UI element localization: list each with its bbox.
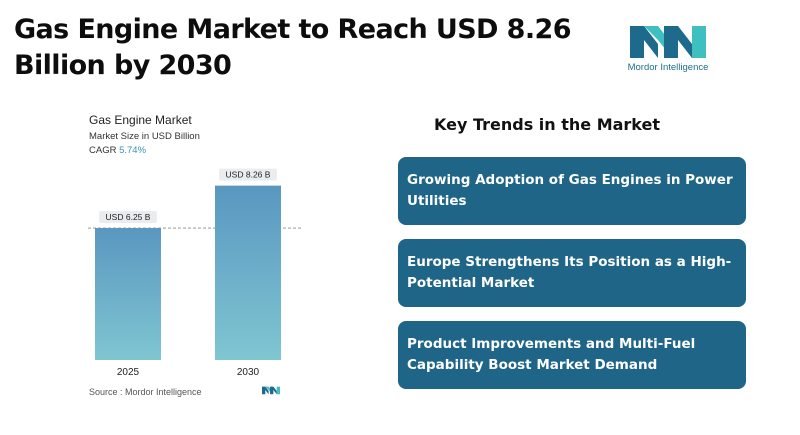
- trend-card: Growing Adoption of Gas Engines in Power…: [398, 157, 746, 225]
- data-label: USD 6.25 B: [106, 212, 151, 222]
- brand-logo: Mordor Intelligence: [613, 22, 723, 76]
- cagr-label: CAGR: [89, 145, 117, 156]
- trend-card: Europe Strengthens Its Position as a Hig…: [398, 239, 746, 307]
- bar-2030: [215, 185, 281, 360]
- source-note: Source : Mordor Intelligence: [89, 387, 202, 397]
- chart-subtitle: Market Size in USD Billion: [89, 131, 200, 142]
- chart-title: Gas Engine Market: [89, 113, 192, 127]
- cagr-value: 5.74%: [119, 145, 147, 156]
- x-tick-label: 2025: [117, 367, 140, 378]
- brand-logo-text: Mordor Intelligence: [627, 62, 709, 73]
- x-tick-label: 2030: [237, 367, 260, 378]
- data-label: USD 8.26 B: [226, 170, 271, 180]
- mordor-intelligence-logo-icon: [630, 26, 706, 58]
- trend-text: Growing Adoption of Gas Engines in Power…: [407, 172, 733, 209]
- chart-cagr: CAGR 5.74%: [89, 145, 146, 156]
- mini-logo-icon: [262, 386, 280, 395]
- trend-text: Europe Strengthens Its Position as a Hig…: [407, 254, 732, 291]
- trend-card: Product Improvements and Multi-Fuel Capa…: [398, 321, 746, 389]
- trend-text: Product Improvements and Multi-Fuel Capa…: [407, 336, 696, 373]
- page-title: Gas Engine Market to Reach USD 8.26 Bill…: [14, 14, 571, 81]
- data-label-bg: [99, 211, 157, 224]
- bar-2025: [95, 228, 161, 360]
- data-label-bg: [219, 168, 277, 181]
- trends-title: Key Trends in the Market: [433, 115, 661, 134]
